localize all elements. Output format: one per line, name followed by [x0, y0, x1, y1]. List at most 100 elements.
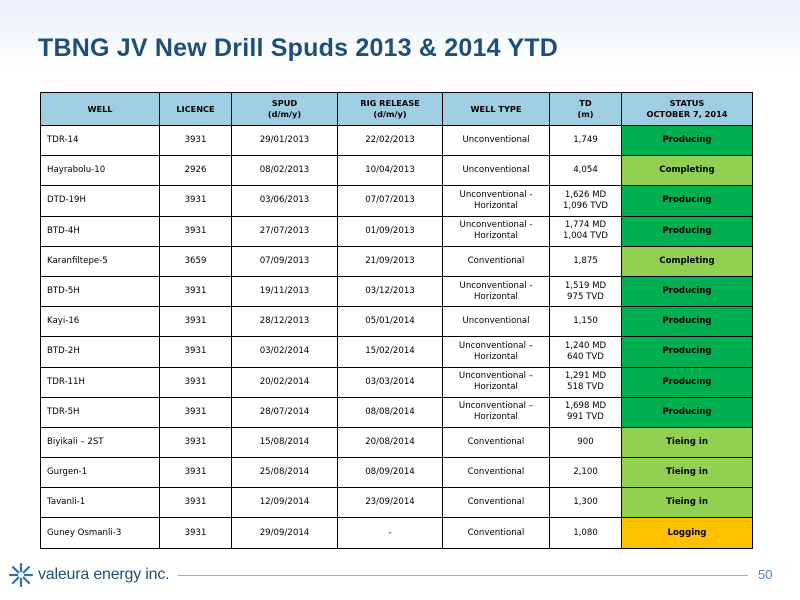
td-cell: 2,100	[549, 457, 622, 489]
td-cell: 1,519 MD 975 TVD	[549, 275, 622, 308]
licence-cell: 3931	[159, 517, 232, 549]
status-cell: Tieing in	[621, 457, 753, 489]
rig-release-cell: 08/09/2014	[337, 457, 443, 489]
spud-cell: 29/01/2013	[231, 124, 338, 157]
well-type-cell: Unconventional - Horizontal	[442, 275, 550, 308]
table-row: Tavanli-1 3931 12/09/2014 23/09/2014 Convent…	[40, 487, 753, 519]
rig-release-cell: 20/08/2014	[337, 426, 443, 459]
td-cell: 1,774 MD 1,004 TVD	[549, 215, 622, 247]
well-type-cell: Conventional	[442, 487, 550, 519]
table-header-row: WELL LICENCE SPUD (d/m/y) RIG RELEASE (d/m…	[40, 92, 753, 126]
table-row: Hayrabolu-10 2926 08/02/2013 10/04/2013 Unco…	[40, 155, 753, 187]
table-row: TDR-14 3931 29/01/2013 22/02/2013 Unconventi…	[40, 124, 753, 157]
spud-cell: 08/02/2013	[231, 155, 338, 187]
table-row: TDR-11H 3931 20/02/2014 03/03/2014 Unconvent…	[40, 366, 753, 398]
footer-divider	[178, 575, 748, 576]
well-type-cell: Unconventional - Horizontal	[442, 185, 550, 217]
well-type-cell: Unconventional	[442, 155, 550, 187]
well-type-cell: Unconventional	[442, 306, 550, 338]
licence-cell: 3931	[159, 306, 232, 338]
spud-cell: 25/08/2014	[231, 457, 338, 489]
well-type-cell: Unconventional – Horizontal	[442, 336, 550, 368]
well-type-cell: Unconventional	[442, 124, 550, 157]
well-type-cell: Conventional	[442, 426, 550, 459]
well-cell: Karanfiltepe-5	[40, 245, 160, 277]
spud-cell: 12/09/2014	[231, 487, 338, 519]
valeura-starburst-icon	[8, 562, 34, 588]
licence-cell: 3931	[159, 185, 232, 217]
licence-cell: 3931	[159, 396, 232, 428]
status-cell: Completing	[621, 155, 753, 187]
td-cell: 1,080	[549, 517, 622, 549]
header-licence: LICENCE	[159, 92, 232, 126]
licence-cell: 3931	[159, 426, 232, 459]
well-cell: Guney Osmanli-3	[40, 517, 160, 549]
status-cell: Tieing in	[621, 426, 753, 459]
spud-cell: 15/08/2014	[231, 426, 338, 459]
licence-cell: 3931	[159, 366, 232, 398]
well-cell: BTD-5H	[40, 275, 160, 308]
header-status: STATUS OCTOBER 7, 2014	[621, 92, 753, 126]
status-cell: Completing	[621, 245, 753, 277]
rig-release-cell: 10/04/2013	[337, 155, 443, 187]
spud-cell: 03/02/2014	[231, 336, 338, 368]
well-cell: BTD-4H	[40, 215, 160, 247]
table-row: TDR-5H 3931 28/07/2014 08/08/2014 Unconventi…	[40, 396, 753, 428]
well-type-cell: Unconventional - Horizontal	[442, 215, 550, 247]
td-cell: 1,240 MD 640 TVD	[549, 336, 622, 368]
rig-release-cell: 01/09/2013	[337, 215, 443, 247]
well-cell: Gurgen-1	[40, 457, 160, 489]
status-cell: Producing	[621, 336, 753, 368]
well-cell: TDR-5H	[40, 396, 160, 428]
header-well-type: WELL TYPE	[442, 92, 550, 126]
licence-cell: 2926	[159, 155, 232, 187]
status-cell: Producing	[621, 366, 753, 398]
table-body: TDR-14 3931 29/01/2013 22/02/2013 Unconventi…	[40, 124, 753, 549]
status-cell: Logging	[621, 517, 753, 549]
licence-cell: 3931	[159, 275, 232, 308]
status-cell: Tieing in	[621, 487, 753, 519]
status-cell: Producing	[621, 306, 753, 338]
table-row: BTD-2H 3931 03/02/2014 15/02/2014 Unconventi…	[40, 336, 753, 368]
td-cell: 1,749	[549, 124, 622, 157]
spud-cell: 28/12/2013	[231, 306, 338, 338]
rig-release-cell: -	[337, 517, 443, 549]
well-type-cell: Conventional	[442, 457, 550, 489]
licence-cell: 3931	[159, 124, 232, 157]
status-cell: Producing	[621, 185, 753, 217]
td-cell: 900	[549, 426, 622, 459]
well-cell: Tavanli-1	[40, 487, 160, 519]
rig-release-cell: 21/09/2013	[337, 245, 443, 277]
spud-cell: 19/11/2013	[231, 275, 338, 308]
spud-cell: 28/07/2014	[231, 396, 338, 428]
table-row: Guney Osmanli-3 3931 29/09/2014- Convention…	[40, 517, 753, 549]
rig-release-cell: 05/01/2014	[337, 306, 443, 338]
licence-cell: 3931	[159, 215, 232, 247]
logo-text: valeura energy inc.	[38, 566, 170, 583]
td-cell: 1,291 MD 518 TVD	[549, 366, 622, 398]
table-row: Gurgen-1 3931 25/08/2014 08/09/2014 Conventi…	[40, 457, 753, 489]
licence-cell: 3931	[159, 487, 232, 519]
well-cell: Biyikali – 2ST	[40, 426, 160, 459]
rig-release-cell: 03/12/2013	[337, 275, 443, 308]
status-cell: Producing	[621, 396, 753, 428]
licence-cell: 3659	[159, 245, 232, 277]
header-rig-release: RIG RELEASE (d/m/y)	[337, 92, 443, 126]
status-cell: Producing	[621, 275, 753, 308]
td-cell: 1,626 MD 1,096 TVD	[549, 185, 622, 217]
drill-spuds-table: WELL LICENCE SPUD (d/m/y) RIG RELEASE (d/m…	[40, 92, 753, 549]
rig-release-cell: 07/07/2013	[337, 185, 443, 217]
td-cell: 1,150	[549, 306, 622, 338]
well-type-cell: Conventional	[442, 245, 550, 277]
licence-cell: 3931	[159, 336, 232, 368]
header-well: WELL	[40, 92, 160, 126]
td-cell: 1,698 MD 991 TVD	[549, 396, 622, 428]
spud-cell: 20/02/2014	[231, 366, 338, 398]
td-cell: 4,054	[549, 155, 622, 187]
company-logo: valeura energy inc.	[8, 561, 170, 589]
rig-release-cell: 03/03/2014	[337, 366, 443, 398]
well-cell: DTD-19H	[40, 185, 160, 217]
well-type-cell: Unconventional – Horizontal	[442, 396, 550, 428]
well-cell: BTD-2H	[40, 336, 160, 368]
page-title: TBNG JV New Drill Spuds 2013 & 2014 YTD	[38, 34, 559, 62]
